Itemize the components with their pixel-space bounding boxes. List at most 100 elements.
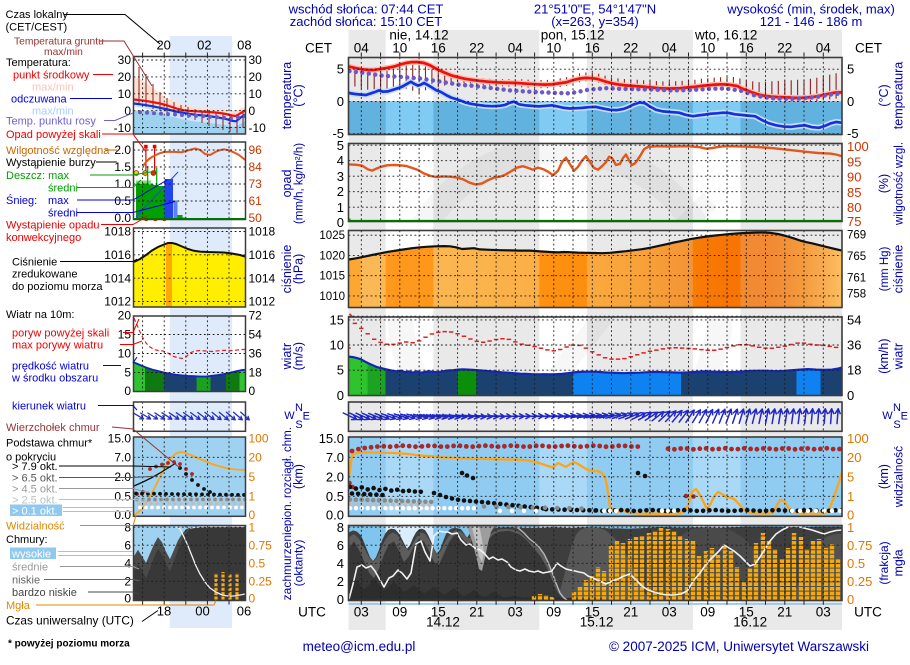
svg-text:0: 0 [337,215,344,230]
svg-text:00: 00 [195,604,209,619]
svg-text:15: 15 [739,605,754,620]
svg-text:761: 761 [847,272,866,284]
svg-text:Śnieg:: Śnieg: [6,194,37,207]
svg-text:16: 16 [585,41,600,56]
svg-text:2.0: 2.0 [326,469,344,484]
svg-text:36: 36 [249,347,263,361]
svg-text:0: 0 [249,592,256,606]
svg-text:15.12: 15.12 [580,614,614,629]
svg-text:0.0: 0.0 [114,211,131,225]
svg-text:© 2007-2025 ICM, Uniwersytet W: © 2007-2025 ICM, Uniwersytet Warszawski [609,639,869,654]
svg-text:8: 8 [337,520,344,535]
svg-text:5: 5 [337,363,344,378]
svg-text:(m/s): (m/s) [292,342,306,370]
svg-text:do poziomu morza: do poziomu morza [12,281,103,293]
svg-text:2: 2 [337,574,344,589]
svg-text:7.0: 7.0 [114,451,131,465]
svg-text:Widzialność: Widzialność [6,520,65,532]
svg-text:(%): (%) [877,174,891,193]
svg-text:Temp. punktu rosy: Temp. punktu rosy [6,115,96,127]
svg-text:Opad powyżej skali: Opad powyżej skali [6,129,101,141]
svg-text:03: 03 [354,605,369,620]
svg-text:95: 95 [847,154,861,169]
svg-text:1018: 1018 [104,225,131,239]
svg-text:6: 6 [337,538,344,553]
svg-text:1.0: 1.0 [114,177,131,191]
svg-text:odczuwana: odczuwana [11,93,68,105]
svg-text:20: 20 [118,309,132,323]
svg-text:04: 04 [662,41,678,56]
svg-text:(km): (km) [877,464,891,489]
svg-text:72: 72 [249,309,263,323]
svg-text:21: 21 [469,605,484,620]
svg-text:średni: średni [48,207,78,219]
svg-text:-10: -10 [114,121,132,135]
svg-text:08: 08 [237,38,251,53]
svg-text:22: 22 [469,41,484,56]
svg-text:poryw powyżej skali: poryw powyżej skali [12,327,109,339]
svg-text:wilgotność wzgl.: wilgotność wzgl. [894,142,906,226]
svg-text:20: 20 [118,70,132,84]
svg-text:średnie: średnie [12,561,48,573]
svg-text:100: 100 [847,431,869,446]
svg-text:CET: CET [305,41,332,56]
svg-text:temperatura: temperatura [892,62,906,129]
svg-text:Deszcz: max: Deszcz: max [6,170,69,182]
svg-text:-5: -5 [847,126,859,141]
svg-text:Wystąpienie burzy: Wystąpienie burzy [6,157,96,169]
svg-text:(km): (km) [292,464,306,489]
svg-text:09: 09 [546,605,561,620]
svg-text:(mm Hg): (mm Hg) [879,246,891,291]
svg-text:1014: 1014 [104,271,131,285]
svg-text:W: W [284,410,295,422]
svg-text:zredukowane: zredukowane [12,268,77,280]
svg-text:7.0: 7.0 [326,450,344,465]
svg-text:* powyżej poziomu morza: * powyżej poziomu morza [8,639,130,650]
svg-text:1.5: 1.5 [114,160,131,174]
svg-text:4: 4 [337,556,344,571]
svg-text:03: 03 [662,605,677,620]
svg-text:kierunek wiatru: kierunek wiatru [12,400,86,412]
svg-text:20: 20 [249,451,263,465]
svg-text:22: 22 [777,41,792,56]
svg-text:54: 54 [847,312,861,327]
svg-text:UTC: UTC [298,605,326,620]
svg-text:Czas lokalny: Czas lokalny [6,9,69,21]
svg-text:> 6.5 okt.: > 6.5 okt. [12,472,58,484]
svg-text:04: 04 [508,41,524,56]
svg-text:04: 04 [816,41,832,56]
svg-text:20: 20 [156,38,170,53]
svg-text:21°51'0"E, 54°1'47"N: 21°51'0"E, 54°1'47"N [534,2,656,17]
svg-text:> 4.5 okt.: > 4.5 okt. [12,483,58,495]
svg-text:0.75: 0.75 [847,538,872,553]
svg-text:średni: średni [48,182,78,194]
svg-text:0: 0 [124,104,131,118]
svg-text:16: 16 [431,41,446,56]
svg-text:2.0: 2.0 [114,143,131,157]
svg-text:6: 6 [124,538,131,552]
svg-text:15: 15 [118,328,132,342]
svg-text:8: 8 [124,520,131,534]
svg-text:21: 21 [777,605,792,620]
svg-text:o pokryciu: o pokryciu [6,451,56,463]
svg-text:4: 4 [124,557,131,571]
svg-text:10: 10 [118,87,132,101]
svg-text:4: 4 [337,153,344,168]
svg-text:0: 0 [124,592,131,606]
svg-text:16: 16 [739,41,754,56]
svg-text:Wystąpienie opadu: Wystąpienie opadu [6,219,99,231]
svg-text:> 7.9 okt.: > 7.9 okt. [12,461,58,473]
svg-text:wiatr: wiatr [280,343,294,370]
svg-text:1010: 1010 [319,291,345,303]
svg-text:121 - 146 - 186 m: 121 - 146 - 186 m [760,14,863,29]
svg-text:73: 73 [249,177,263,191]
svg-text:Podstawa chmur*: Podstawa chmur* [6,437,93,449]
svg-text:meteo@icm.edu.pl: meteo@icm.edu.pl [303,639,416,654]
svg-text:0.0: 0.0 [326,507,344,522]
svg-text:54: 54 [249,328,263,342]
svg-text:20: 20 [847,450,861,465]
svg-text:1016: 1016 [104,248,131,262]
svg-text:pon, 15.12: pon, 15.12 [541,28,605,43]
svg-text:100: 100 [847,139,869,154]
svg-text:N: N [893,402,901,414]
